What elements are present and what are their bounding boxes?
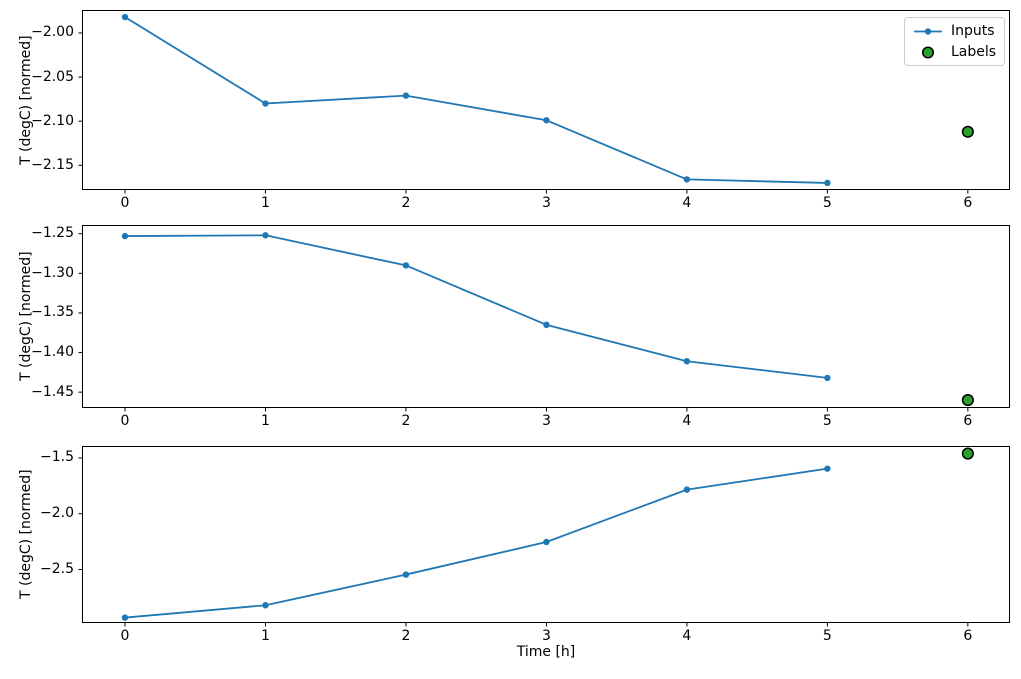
inputs-line	[124, 16, 828, 184]
x-tick-label: 0	[120, 628, 130, 644]
input-point-marker	[121, 13, 129, 21]
input-point-marker	[683, 176, 691, 183]
x-tick-label: 4	[682, 195, 692, 211]
x-tick-label: 0	[120, 413, 130, 429]
legend-item-inputs: Inputs	[913, 23, 996, 39]
x-tick-label: 5	[822, 628, 832, 644]
input-point-marker	[824, 465, 831, 472]
y-tick-label: −1.45	[31, 383, 74, 400]
x-tick-label: 3	[541, 195, 551, 211]
input-point-marker	[402, 571, 410, 578]
x-tick-label: 2	[401, 413, 411, 429]
input-point-marker	[402, 262, 410, 269]
y-tick-label: −1.5	[40, 449, 74, 466]
y-tick-label: −2.5	[40, 561, 74, 578]
x-tick-label: 0	[120, 195, 130, 211]
legend-dot-sample	[924, 27, 932, 35]
y-tick-label: −2.10	[31, 112, 74, 129]
labels-point-marker	[961, 125, 974, 138]
legend-circle-sample	[921, 45, 934, 59]
y-tick-label: −2.0	[40, 505, 74, 522]
inputs-line	[124, 234, 828, 379]
x-axis-label: Time [h]	[516, 644, 576, 660]
x-tick-label: 2	[401, 628, 411, 644]
y-tick-label: −2.05	[31, 68, 74, 85]
x-tick-label: 4	[682, 413, 692, 429]
legend-label-labels: Labels	[950, 44, 996, 60]
line-chart-svg-1	[78, 10, 1010, 194]
plot-area-1: Inputs Labels 0 1 2 3 4 5 6 −2.00 −2.05 −2.10 −2.1…	[31, 10, 1010, 211]
input-point-marker	[262, 100, 269, 107]
x-tick-label: 1	[260, 628, 270, 644]
plot-area-3: 0 1 2 3 4 5 6 −1.5 −2.0 −2.5	[40, 446, 1010, 644]
labels-point-marker	[961, 447, 974, 460]
input-point-marker	[683, 358, 691, 365]
input-point-marker	[121, 614, 129, 621]
y-tick-label: −1.40	[31, 344, 74, 361]
x-tick-label: 3	[541, 628, 551, 644]
x-tick-label: 4	[682, 628, 692, 644]
input-point-marker	[262, 232, 269, 239]
labels-circle-icon	[921, 45, 934, 59]
input-point-marker	[683, 486, 691, 493]
legend-item-labels: Labels	[913, 44, 996, 60]
input-point-marker	[543, 538, 550, 546]
input-point-marker	[543, 321, 550, 329]
input-point-marker	[402, 92, 410, 99]
x-tick-label: 6	[963, 413, 973, 429]
labels-point-marker	[961, 394, 974, 407]
line-chart-svg-3	[78, 446, 1010, 627]
x-tick-label: 1	[260, 195, 270, 211]
x-tick-label: 1	[260, 413, 270, 429]
x-tick-label: 5	[822, 413, 832, 429]
axes-frame	[82, 446, 1010, 623]
y-tick-label: −1.25	[31, 225, 74, 242]
legend-label-inputs: Inputs	[950, 23, 995, 39]
x-tick-label: 5	[822, 195, 832, 211]
x-tick-label: 2	[401, 195, 411, 211]
x-tick-label: 6	[963, 628, 973, 644]
input-point-marker	[121, 232, 129, 240]
axes-frame	[82, 225, 1010, 408]
axes-frame	[82, 10, 1010, 190]
x-tick-label: 6	[963, 195, 973, 211]
input-point-marker	[262, 602, 269, 609]
input-point-marker	[824, 374, 831, 382]
x-tick-label: 3	[541, 413, 551, 429]
plot-area-2: 0 1 2 3 4 5 6 −1.25 −1.30 −1.35 −1.40 −1.45	[31, 225, 1010, 429]
y-tick-label: −1.35	[31, 304, 74, 321]
y-tick-label: −2.00	[31, 24, 74, 41]
y-tick-label: −1.30	[31, 264, 74, 281]
input-point-marker	[543, 117, 550, 124]
legend-box: Inputs Labels	[903, 17, 1005, 66]
inputs-line	[124, 467, 828, 619]
y-tick-label: −2.15	[31, 156, 74, 173]
inputs-line-icon	[913, 27, 942, 35]
line-chart-svg-2	[78, 225, 1010, 412]
y-axis-label: T (degC) [normed]	[18, 469, 34, 600]
input-point-marker	[824, 179, 831, 187]
